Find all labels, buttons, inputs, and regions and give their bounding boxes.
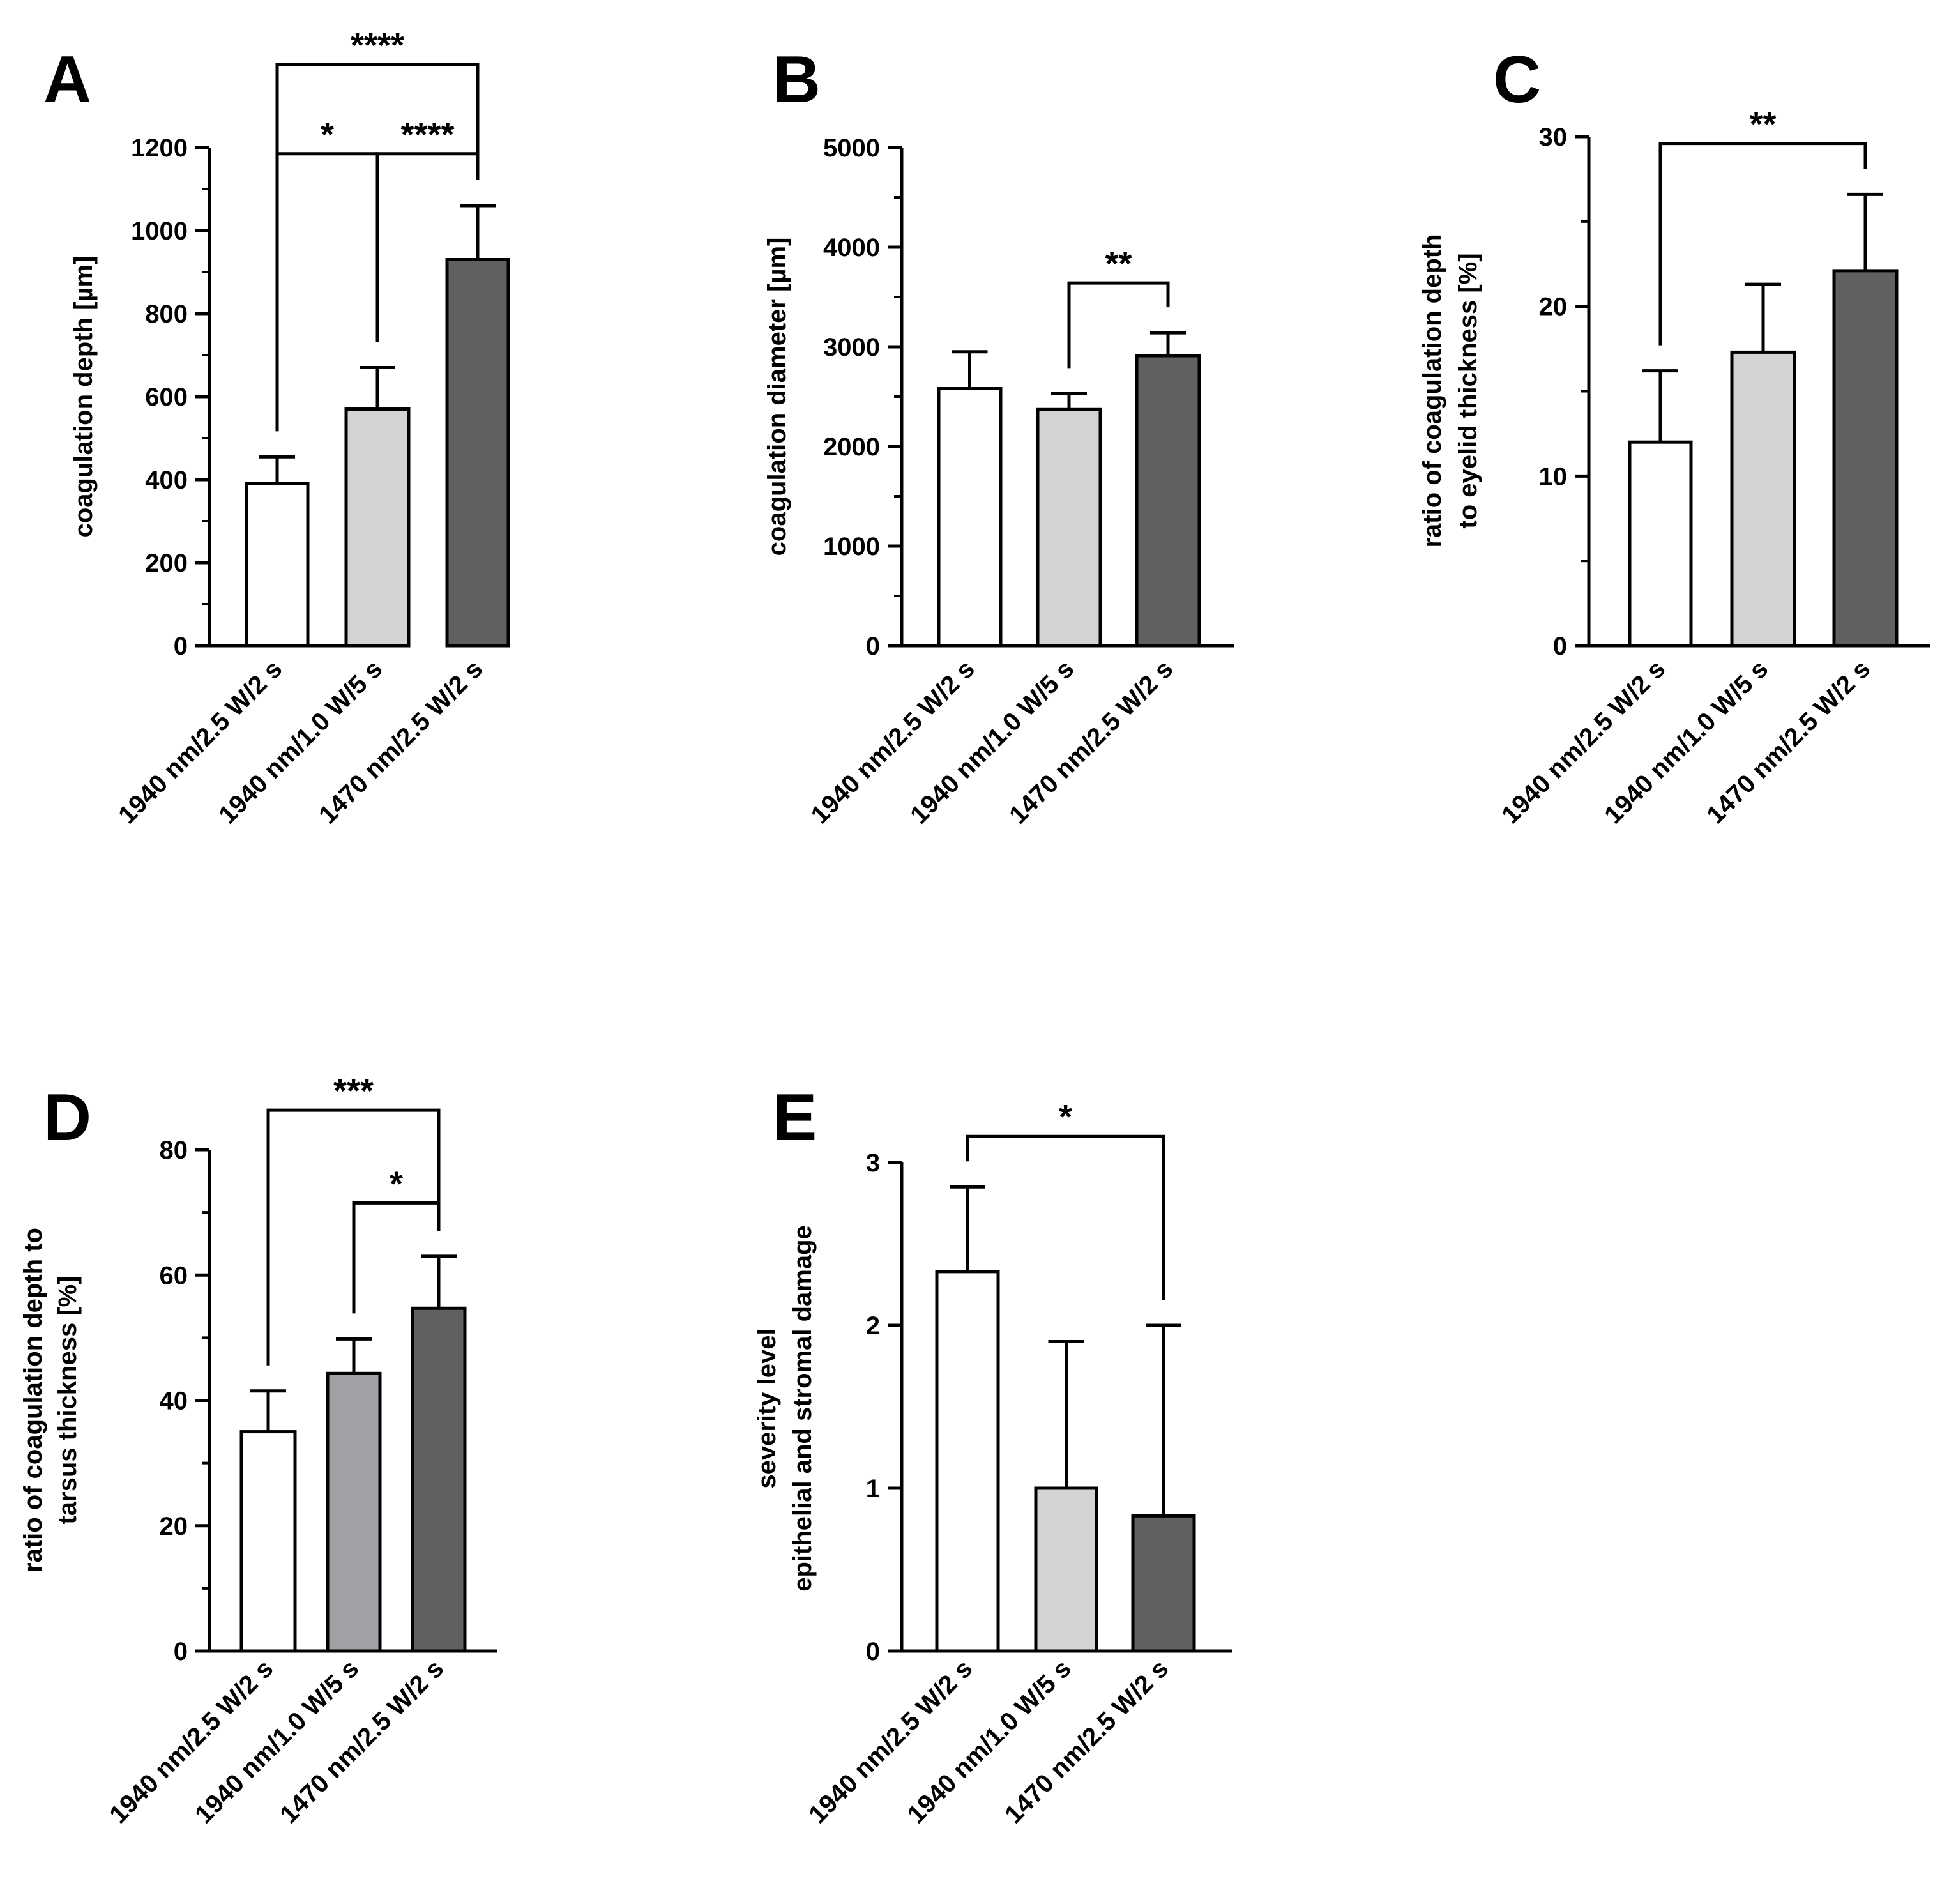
panel-d-significance-bracket: *** bbox=[266, 1072, 441, 1366]
panel-c-significance-label: ** bbox=[1749, 105, 1776, 144]
panel-a-category-label: 1940 nm/2.5 W/2 s bbox=[113, 655, 287, 829]
panel-a-significance-bracket: * bbox=[275, 116, 379, 432]
panel-b-category-label: 1470 nm/2.5 W/2 s bbox=[1004, 655, 1178, 829]
panel-d-y-axis-title-line: tarsus thickness [%] bbox=[54, 1276, 82, 1524]
panel-a-category-label: 1470 nm/2.5 W/2 s bbox=[314, 655, 488, 829]
panel-e-category-label: 1940 nm/2.5 W/2 s bbox=[803, 1654, 978, 1829]
panel-b-y-axis-title-line: coagulation diameter [µm] bbox=[763, 238, 791, 556]
panel-b-category-label: 1940 nm/2.5 W/2 s bbox=[806, 655, 980, 829]
panel-c-bar bbox=[1730, 350, 1796, 648]
panel-d-letter: D bbox=[43, 1081, 91, 1155]
panel-a-tick-label: 1200 bbox=[131, 134, 188, 162]
panel-e-bar bbox=[1034, 1486, 1098, 1653]
panel-d-tick-label: 20 bbox=[160, 1512, 188, 1541]
panel-a-bar bbox=[445, 258, 510, 648]
panel-e-letter: E bbox=[773, 1081, 817, 1155]
panel-d-tick-label: 40 bbox=[160, 1387, 188, 1415]
panel-a-significance-label: **** bbox=[400, 116, 454, 154]
panel-c-letter: C bbox=[1493, 43, 1541, 117]
panel-e-bar bbox=[1131, 1514, 1196, 1653]
panel-b-tick-label: 0 bbox=[866, 632, 880, 660]
panel-a-tick-label: 600 bbox=[145, 383, 188, 411]
panel-d-bar bbox=[326, 1371, 382, 1653]
panel-c-tick-label: 10 bbox=[1539, 462, 1568, 491]
panel-d: D 0 20 40 60 80 ratio of coagulation depth to t… bbox=[19, 1072, 497, 1829]
panel-c-significance-bracket: ** bbox=[1658, 105, 1867, 346]
panel-e-bar bbox=[935, 1270, 1000, 1653]
panel-a-y-axis-title: coagulation depth [µm] bbox=[70, 256, 98, 538]
panel-a: A 0 200 400 600 800 1000 1200 coagulation depth … bbox=[43, 26, 510, 829]
panel-e-category-label: 1470 nm/2.5 W/2 s bbox=[999, 1654, 1174, 1829]
panel-a-significance-label: * bbox=[321, 116, 334, 154]
panel-c-tick-label: 30 bbox=[1539, 123, 1568, 151]
panel-a-tick-label: 800 bbox=[145, 300, 188, 328]
panel-c-bar bbox=[1628, 440, 1693, 648]
panel-c-tick-label: 0 bbox=[1553, 632, 1567, 660]
panel-e-category-label: 1940 nm/1.0 W/5 s bbox=[902, 1654, 1077, 1829]
panel-d-significance-label: *** bbox=[333, 1072, 374, 1110]
panel-e-y-axis-title-line: severity level bbox=[753, 1328, 781, 1488]
panel-a-tick-label: 0 bbox=[174, 632, 188, 660]
panel-a-significance-label: **** bbox=[351, 26, 404, 65]
panel-d-y-axis-title-line: ratio of coagulation depth to bbox=[19, 1228, 47, 1573]
panel-e-significance-bracket: * bbox=[966, 1098, 1165, 1300]
panel-d-category-label: 1470 nm/2.5 W/2 s bbox=[275, 1654, 449, 1829]
panel-e-y-axis-title-line: epithelial and stromal damage bbox=[789, 1225, 817, 1592]
panel-e: E 0 1 2 3 severity level epithelial and stroma… bbox=[753, 1081, 1232, 1829]
panel-a-significance-bracket: **** bbox=[275, 26, 480, 432]
panel-e-y-axis-title: severity level epithelial and stromal dam… bbox=[753, 1225, 817, 1592]
panel-b-y-axis-title: coagulation diameter [µm] bbox=[763, 238, 791, 556]
panel-b-tick-label: 5000 bbox=[823, 134, 880, 162]
panel-d-significance-bracket: * bbox=[352, 1164, 441, 1314]
panel-a-category-label: 1940 nm/1.0 W/5 s bbox=[213, 655, 388, 829]
panel-b-bar bbox=[1135, 354, 1201, 648]
panel-a-letter: A bbox=[43, 43, 91, 117]
panel-b-tick-label: 3000 bbox=[823, 333, 880, 362]
panel-b-significance-label: ** bbox=[1105, 245, 1132, 283]
panel-a-tick-label: 1000 bbox=[131, 217, 188, 245]
panel-d-tick-label: 60 bbox=[160, 1261, 188, 1290]
panel-a-y-axis-title-line: coagulation depth [µm] bbox=[70, 256, 98, 538]
panel-b: B 0 1000 2000 3000 4000 5000 coagulation diamet… bbox=[763, 43, 1234, 829]
panel-d-significance-label: * bbox=[390, 1164, 403, 1203]
panel-c-y-axis-title: ratio of coagulation depth to eyelid thic… bbox=[1418, 234, 1482, 547]
panel-c-y-axis-title-line: ratio of coagulation depth bbox=[1418, 234, 1446, 547]
panel-c: C 0 10 20 30 ratio of coagulation depth to eye… bbox=[1418, 43, 1930, 829]
panel-a-tick-label: 200 bbox=[145, 549, 188, 577]
panel-b-category-label: 1940 nm/1.0 W/5 s bbox=[905, 655, 1079, 829]
panel-c-tick-label: 20 bbox=[1539, 293, 1568, 321]
panel-b-tick-label: 2000 bbox=[823, 433, 880, 461]
panel-d-tick-label: 80 bbox=[160, 1136, 188, 1164]
panel-d-bar bbox=[411, 1306, 467, 1653]
panel-d-tick-label: 0 bbox=[174, 1638, 188, 1666]
panel-b-bar bbox=[937, 387, 1003, 648]
panel-a-bar bbox=[245, 482, 310, 648]
panel-b-significance-bracket: ** bbox=[1067, 245, 1170, 369]
panel-e-significance-label: * bbox=[1059, 1098, 1072, 1136]
panel-e-tick-label: 1 bbox=[866, 1475, 880, 1503]
panel-e-tick-label: 0 bbox=[866, 1638, 880, 1666]
panel-c-bar bbox=[1832, 269, 1899, 648]
panel-d-y-axis-title: ratio of coagulation depth to tarsus thic… bbox=[19, 1228, 82, 1573]
panel-a-tick-label: 400 bbox=[145, 466, 188, 494]
panel-b-letter: B bbox=[773, 43, 821, 117]
panel-e-tick-label: 3 bbox=[866, 1149, 880, 1177]
panel-b-tick-label: 1000 bbox=[823, 533, 880, 561]
panel-d-category-label: 1940 nm/2.5 W/2 s bbox=[104, 1654, 278, 1829]
panel-b-bar bbox=[1036, 407, 1102, 648]
panel-c-y-axis-title-line: to eyelid thickness [%] bbox=[1454, 253, 1482, 528]
panel-a-bar bbox=[344, 407, 411, 648]
panel-b-tick-label: 4000 bbox=[823, 234, 880, 262]
panel-e-tick-label: 2 bbox=[866, 1312, 880, 1340]
panel-d-bar bbox=[239, 1430, 297, 1653]
panel-d-category-label: 1940 nm/1.0 W/5 s bbox=[190, 1654, 364, 1829]
